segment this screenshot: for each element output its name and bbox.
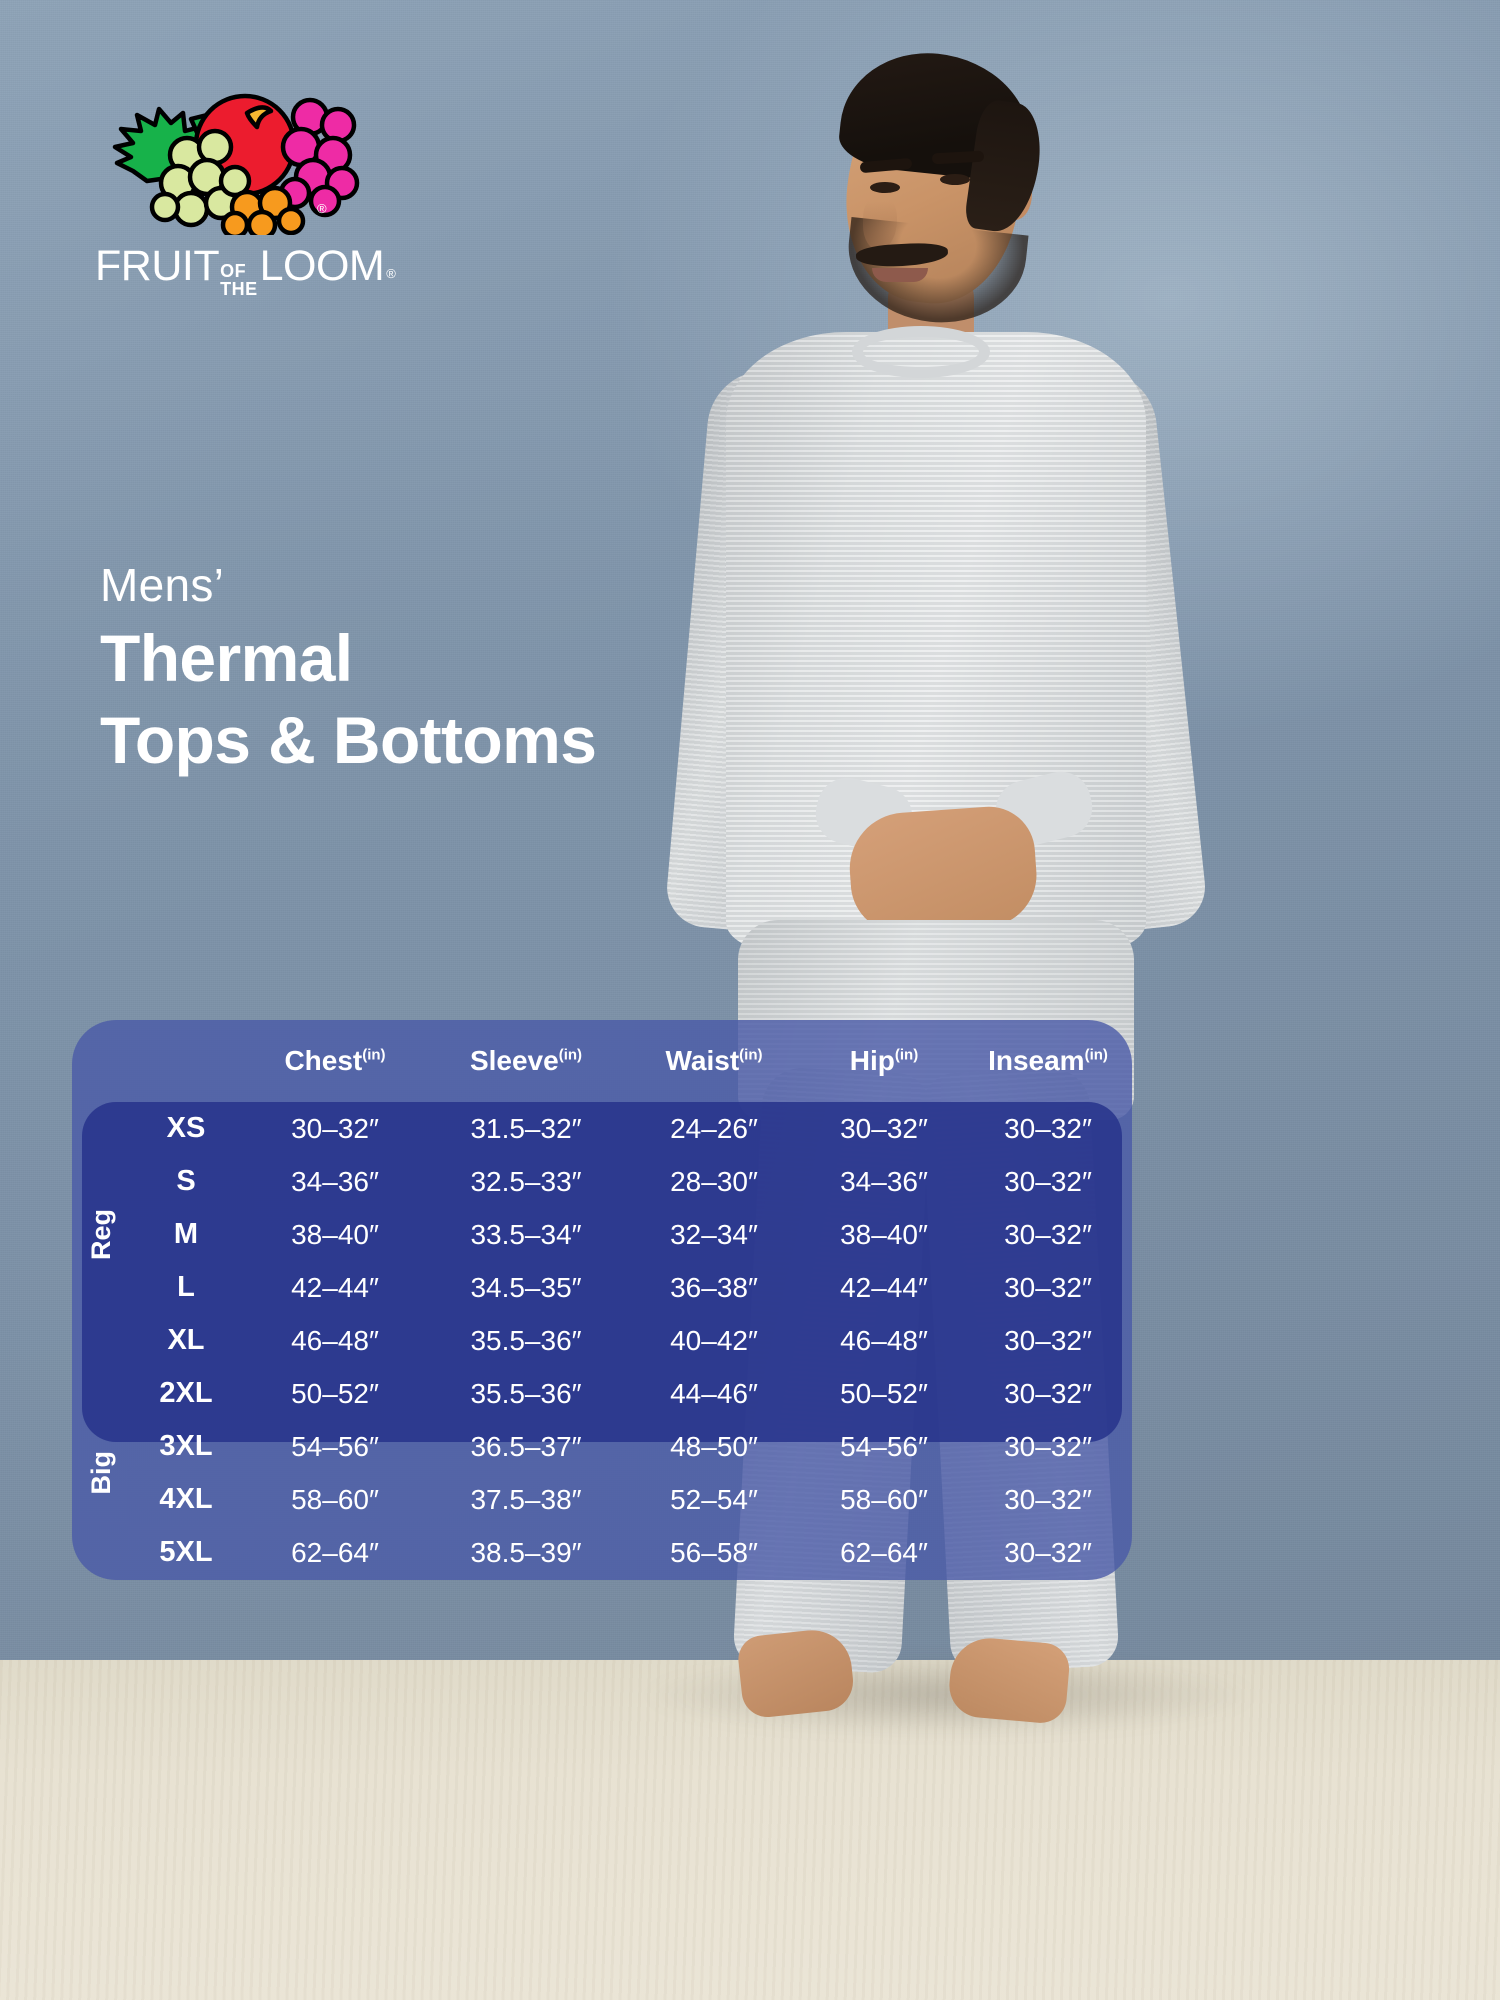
- cell-chest: 46–48″: [291, 1324, 379, 1356]
- column-header-hip: Hip(in): [849, 1045, 919, 1076]
- cell-hip: 50–52″: [840, 1377, 928, 1409]
- cell-hip: 54–56″: [840, 1430, 928, 1462]
- title-line-2: Tops & Bottoms: [100, 703, 597, 778]
- brand-wordmark: FRUIT OF THE LOOM ®: [95, 242, 397, 302]
- model-eye-right: [940, 174, 970, 185]
- size-label: XS: [166, 1112, 206, 1144]
- cell-inseam: 30–32″: [1004, 1536, 1092, 1568]
- model-foot-left: [736, 1626, 856, 1720]
- wordmark-the: THE: [220, 279, 258, 300]
- size-label: XL: [167, 1324, 205, 1356]
- cell-chest: 30–32″: [291, 1112, 379, 1144]
- cell-waist: 40–42″: [670, 1324, 758, 1356]
- model-photo: [620, 40, 1240, 1725]
- registered-trademark-icon: ®: [386, 266, 397, 281]
- brand-logo: ® FRUIT OF THE LOOM ®: [95, 85, 397, 302]
- model-foot-right: [946, 1635, 1072, 1725]
- cell-sleeve: 37.5–38″: [470, 1483, 582, 1515]
- cell-sleeve: 32.5–33″: [470, 1165, 582, 1197]
- cell-hip: 34–36″: [840, 1165, 928, 1197]
- cell-chest: 54–56″: [291, 1430, 379, 1462]
- size-chart: Chest(in) Sleeve(in) Waist(in) Hip(in) I…: [72, 1020, 1132, 1580]
- cell-sleeve: 36.5–37″: [470, 1430, 582, 1462]
- cell-chest: 38–40″: [291, 1218, 379, 1250]
- title-kicker: Mens’: [100, 559, 225, 611]
- fruit-cluster-logo-icon: ®: [112, 93, 360, 235]
- page-title: Mens’ Thermal Tops & Bottoms: [100, 560, 720, 776]
- cell-hip: 42–44″: [840, 1271, 928, 1303]
- column-header-inseam: Inseam(in): [988, 1045, 1108, 1076]
- cell-sleeve: 33.5–34″: [470, 1218, 582, 1250]
- cell-sleeve: 38.5–39″: [470, 1536, 582, 1568]
- group-label-big: Big: [85, 1451, 116, 1495]
- thermal-top-collar: [852, 326, 990, 378]
- cell-inseam: 30–32″: [1004, 1218, 1092, 1250]
- cell-waist: 48–50″: [670, 1430, 758, 1462]
- wordmark-fruit: FRUIT: [95, 242, 220, 290]
- cell-chest: 58–60″: [291, 1483, 379, 1515]
- model-hands: [846, 803, 1040, 937]
- cell-hip: 46–48″: [840, 1324, 928, 1356]
- size-label: 4XL: [159, 1483, 213, 1515]
- cell-waist: 56–58″: [670, 1536, 758, 1568]
- cell-sleeve: 34.5–35″: [470, 1271, 582, 1303]
- size-label: 2XL: [159, 1377, 213, 1409]
- column-header-waist: Waist(in): [665, 1045, 763, 1076]
- cell-inseam: 30–32″: [1004, 1271, 1092, 1303]
- cell-inseam: 30–32″: [1004, 1430, 1092, 1462]
- cell-inseam: 30–32″: [1004, 1112, 1092, 1144]
- size-label: M: [173, 1218, 199, 1250]
- cell-sleeve: 35.5–36″: [470, 1377, 582, 1409]
- cell-inseam: 30–32″: [1004, 1483, 1092, 1515]
- cell-sleeve: 35.5–36″: [470, 1324, 582, 1356]
- model-nose: [863, 196, 897, 250]
- cell-inseam: 30–32″: [1004, 1377, 1092, 1409]
- column-header-sleeve: Sleeve(in): [469, 1045, 583, 1076]
- cell-waist: 36–38″: [670, 1271, 758, 1303]
- size-label: S: [176, 1165, 196, 1197]
- cell-hip: 62–64″: [840, 1536, 928, 1568]
- model-eye-left: [870, 182, 900, 193]
- wordmark-loom: LOOM: [259, 242, 385, 290]
- svg-text:®: ®: [317, 201, 327, 216]
- size-chart-reg-panel: [82, 1102, 1122, 1442]
- size-label: L: [177, 1271, 195, 1303]
- thermal-top-torso: [726, 332, 1146, 952]
- cell-inseam: 30–32″: [1004, 1165, 1092, 1197]
- cell-hip: 38–40″: [840, 1218, 928, 1250]
- cell-waist: 32–34″: [670, 1218, 758, 1250]
- cell-hip: 30–32″: [840, 1112, 928, 1144]
- cell-waist: 24–26″: [670, 1112, 758, 1144]
- cell-chest: 62–64″: [291, 1536, 379, 1568]
- cell-chest: 50–52″: [291, 1377, 379, 1409]
- group-label-reg: Reg: [85, 1208, 116, 1260]
- title-line-1: Thermal: [100, 620, 353, 695]
- size-chart-grid: Chest(in) Sleeve(in) Waist(in) Hip(in) I…: [72, 1020, 1132, 1580]
- cell-inseam: 30–32″: [1004, 1324, 1092, 1356]
- wordmark-of: OF: [220, 261, 247, 281]
- cell-chest: 34–36″: [291, 1165, 379, 1197]
- cell-waist: 52–54″: [670, 1483, 758, 1515]
- cell-sleeve: 31.5–32″: [470, 1112, 582, 1144]
- column-header-chest: Chest(in): [284, 1045, 386, 1076]
- size-label: 3XL: [159, 1430, 213, 1462]
- model-mouth: [872, 268, 928, 282]
- wordmark-of-the: OF THE: [220, 262, 258, 299]
- studio-floor: [0, 1660, 1500, 2000]
- cell-hip: 58–60″: [840, 1483, 928, 1515]
- cell-waist: 28–30″: [670, 1165, 758, 1197]
- cell-waist: 44–46″: [670, 1377, 758, 1409]
- size-label: 5XL: [159, 1536, 213, 1568]
- cell-chest: 42–44″: [291, 1271, 379, 1303]
